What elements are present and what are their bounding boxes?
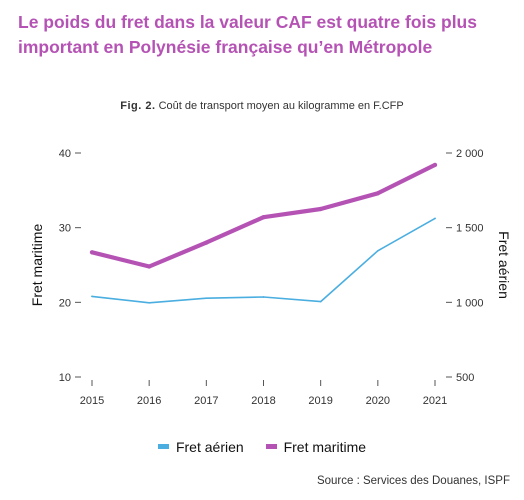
legend-swatch-maritime [265,444,277,449]
legend-label-aerien: Fret aérien [175,438,244,455]
data-point [147,264,152,269]
x-tick-label: 2019 [308,395,332,407]
legend-label-maritime: Fret maritime [283,438,367,455]
data-point [434,217,436,220]
data-point [261,215,266,220]
x-tick-label: 2020 [366,395,390,407]
x-tick-label: 2018 [251,395,275,407]
data-point [319,300,322,303]
chart-legend: Fret aérien Fret maritime [0,436,524,455]
y-left-tick-label: 20 [59,297,71,309]
y-right-tick-label: 500 [456,372,474,384]
x-tick-label: 2021 [423,395,447,407]
legend-swatch-aerien [157,444,169,449]
y-right-axis-title: Fret aérien [496,231,512,299]
data-point [205,297,208,299]
y-left-axis-title: Fret maritime [29,224,45,307]
data-point [318,206,323,212]
legend-item-maritime: Fret maritime [265,438,367,455]
y-left-tick-label: 40 [59,148,71,160]
data-point [377,250,379,252]
y-left-tick-label: 10 [59,372,71,384]
figure-tag: Fig. 2. [120,100,156,112]
x-tick-label: 2015 [80,395,104,407]
data-point [262,296,265,298]
data-point [375,191,380,196]
data-point [148,301,150,304]
data-point [89,250,95,255]
legend-item-aerien: Fret aérien [157,438,244,455]
figure-caption-text: Coût de transport moyen au kilogramme en… [158,100,404,112]
y-right-tick-label: 1 000 [456,297,484,309]
source-note: Source : Services des Douanes, ISPF [316,475,510,487]
data-point [91,295,93,298]
data-point [204,240,209,245]
line-chart: 10 20 30 40 500 1 000 1 500 2 000 2015 2016 2017 20… [29,148,512,407]
y-right-tick-label: 1 500 [456,223,484,235]
data-point [432,162,438,168]
y-right-tick-label: 2 000 [456,148,484,160]
y-left-tick-label: 30 [59,223,71,235]
x-tick-label: 2016 [137,395,161,407]
headline: Le poids du fret dans la valeur CAF est … [18,12,477,57]
x-tick-label: 2017 [194,395,218,407]
figure-caption: Fig. 2. Coût de transport moyen au kilog… [0,100,524,112]
series-line-fret-aerien [91,217,436,304]
